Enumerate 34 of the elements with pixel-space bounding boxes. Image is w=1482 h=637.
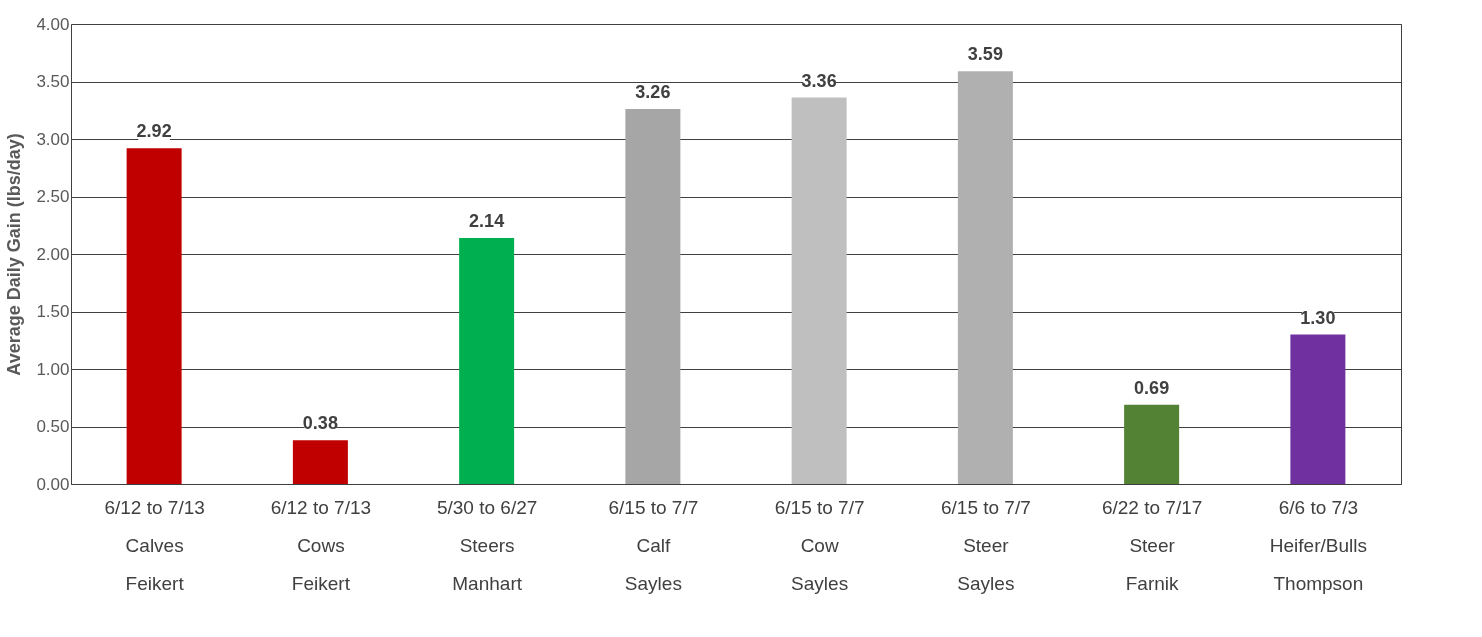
y-tick-label: 4.00	[36, 14, 70, 34]
data-label: 3.26	[635, 82, 671, 103]
y-tick-label: 1.50	[36, 302, 70, 321]
y-tick-label: 0.00	[36, 474, 70, 494]
y-tick-label: 2.00	[36, 244, 70, 264]
data-label: 0.69	[1134, 377, 1170, 398]
data-label: 2.14	[469, 210, 505, 231]
data-label: 1.30	[1300, 307, 1336, 328]
x-tick-label: 6/6 to 7/3 Heifer/Bulls Thompson	[1269, 496, 1367, 594]
y-tick-label: 0.50	[36, 417, 70, 436]
x-tick-label: 6/12 to 7/13 Cows Feikert	[270, 496, 372, 594]
data-label: 0.38	[302, 413, 338, 434]
y-tick-label: 2.50	[36, 187, 70, 206]
data-label: 3.59	[967, 44, 1003, 65]
x-tick-label: 6/15 to 7/7 Calf Sayles	[608, 496, 699, 594]
y-axis-title: Average Daily Gain (lbs/day)	[4, 133, 25, 376]
y-tick-label: 1.00	[36, 359, 70, 379]
bar	[1290, 334, 1346, 484]
bar	[625, 109, 681, 484]
bar	[459, 237, 515, 484]
bar	[292, 440, 348, 484]
x-tick-label: 6/15 to 7/7 Steer Sayles	[940, 496, 1031, 594]
y-tick-label: 3.00	[36, 129, 70, 149]
x-tick-label: 5/30 to 6/27 Steers Manhart	[436, 496, 538, 594]
bar	[791, 97, 847, 484]
x-tick-label: 6/12 to 7/13 Calves Feikert	[104, 496, 205, 594]
bar	[957, 71, 1013, 484]
data-label: 2.92	[136, 121, 172, 142]
y-tick-label: 3.50	[36, 72, 70, 91]
bar	[1124, 404, 1180, 484]
x-tick-label: 6/22 to 7/17 Steer Farnik	[1101, 496, 1203, 594]
data-label: 3.36	[801, 70, 837, 91]
x-tick-label: 6/15 to 7/7 Cow Sayles	[774, 496, 865, 594]
bar	[126, 148, 182, 484]
